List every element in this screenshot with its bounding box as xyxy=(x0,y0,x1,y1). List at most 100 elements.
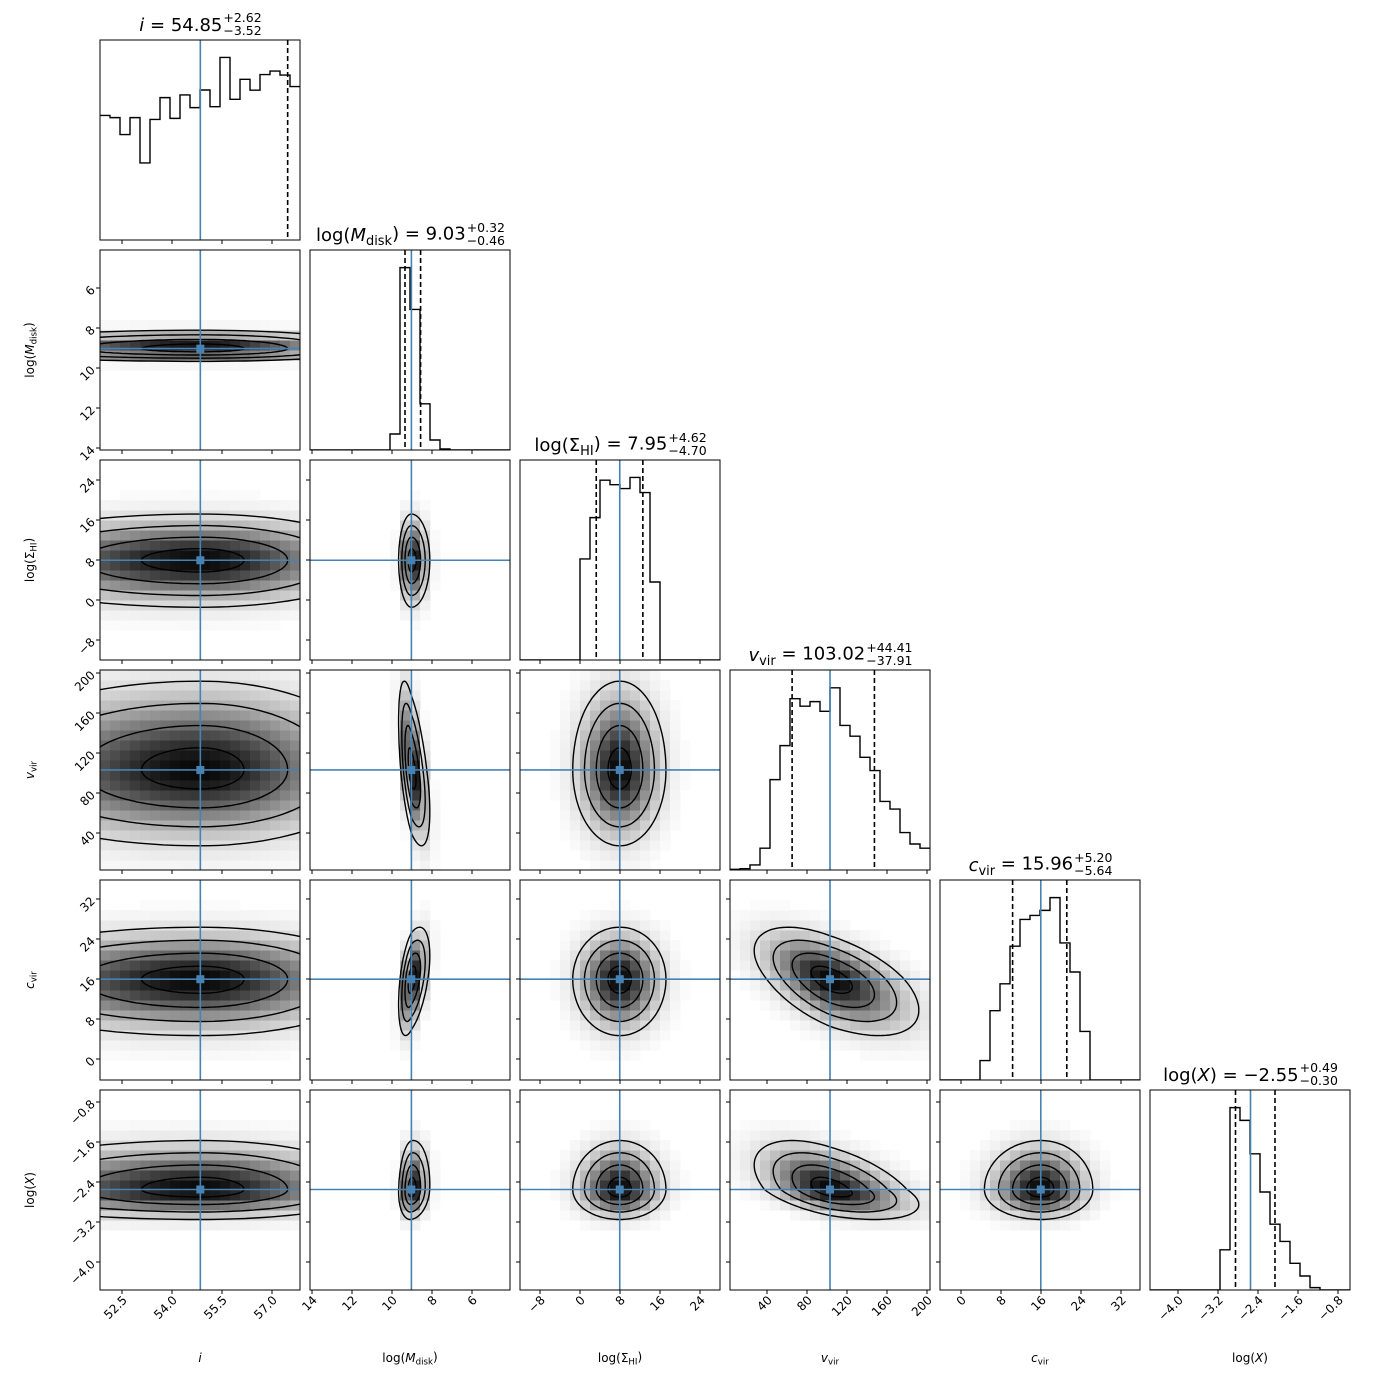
density-cell xyxy=(130,1170,141,1181)
density-cell xyxy=(250,570,261,581)
density-cell xyxy=(640,810,651,821)
density-cell xyxy=(900,1180,911,1191)
density-cell xyxy=(120,980,131,991)
density-cell xyxy=(220,760,231,771)
density-cell xyxy=(820,1170,831,1181)
density-cell xyxy=(410,590,421,601)
density-cell xyxy=(840,1160,851,1171)
density-cell xyxy=(390,990,401,1001)
label-segment: vir xyxy=(828,1358,840,1368)
density-cell xyxy=(830,1010,841,1021)
density-cell xyxy=(570,1190,581,1201)
density-cell xyxy=(580,820,591,831)
density-cell xyxy=(230,1170,241,1181)
density-cell xyxy=(240,820,251,831)
density-cell xyxy=(610,830,621,841)
density-cell xyxy=(780,1170,791,1181)
density-cell xyxy=(410,980,421,991)
density-cell xyxy=(180,1020,191,1031)
density-cell xyxy=(630,1130,641,1141)
density-cell xyxy=(420,580,431,591)
density-cell xyxy=(580,790,591,801)
title-lower-error: −0.30 xyxy=(1300,1073,1338,1088)
density-cell xyxy=(420,760,431,771)
density-cell xyxy=(760,970,771,981)
density-cell xyxy=(100,920,111,931)
label-segment: M xyxy=(405,1351,416,1365)
y-tick-label: 8 xyxy=(83,323,98,338)
density-cell xyxy=(290,710,300,721)
density-cell xyxy=(570,1140,581,1151)
density-cell xyxy=(220,560,231,571)
density-cell xyxy=(1080,1150,1091,1161)
density-cell xyxy=(630,1210,641,1221)
density-cell xyxy=(860,1020,871,1031)
density-cell xyxy=(620,760,631,771)
density-cell xyxy=(760,950,771,961)
density-cell xyxy=(420,830,431,841)
density-cell xyxy=(580,810,591,821)
density-cell xyxy=(290,920,300,931)
density-cell xyxy=(130,720,141,731)
density-cell xyxy=(230,970,241,981)
density-cell xyxy=(160,320,171,331)
density-cell xyxy=(140,930,151,941)
density-cell xyxy=(770,1190,781,1201)
density-cell xyxy=(590,730,601,741)
density-cell xyxy=(580,710,591,721)
density-cell xyxy=(200,1010,211,1021)
label-segment: log( xyxy=(1232,1351,1255,1365)
density-cell xyxy=(1030,1180,1041,1191)
density-cell xyxy=(740,960,751,971)
density-cell xyxy=(620,1150,631,1161)
density-cell xyxy=(230,1040,241,1051)
panel-frame xyxy=(939,879,1141,1081)
density-cell xyxy=(230,530,241,541)
panel-content xyxy=(940,1090,1140,1290)
density-cell xyxy=(600,950,611,961)
density-cell xyxy=(210,1140,221,1151)
density-cell xyxy=(220,670,231,681)
density-cell xyxy=(420,1190,431,1201)
density-cell xyxy=(180,580,191,591)
density-cell xyxy=(1040,1150,1051,1161)
density-cell xyxy=(220,1150,231,1161)
density-cell xyxy=(570,800,581,811)
density-cell xyxy=(120,690,131,701)
contour-line xyxy=(772,939,898,1023)
density-cell xyxy=(230,990,241,1001)
density-cell xyxy=(120,1010,131,1021)
density-cell xyxy=(270,1000,281,1011)
density-cell xyxy=(650,780,661,791)
density-cell xyxy=(650,1160,661,1171)
density-cell xyxy=(150,1140,161,1151)
label-segment: = 103.02 xyxy=(776,643,866,664)
density-cell xyxy=(650,1170,661,1181)
density-cell xyxy=(570,1020,581,1031)
density-cell xyxy=(600,1220,611,1231)
density-cell xyxy=(240,490,251,501)
panel-frame xyxy=(729,669,931,871)
density-cell xyxy=(390,560,401,571)
density-cell xyxy=(200,320,211,331)
contour-line xyxy=(100,513,300,609)
density-cell xyxy=(250,330,261,341)
label-segment: log(Σ xyxy=(23,552,37,583)
density-cell xyxy=(400,950,411,961)
density-cell xyxy=(130,1140,141,1151)
density-cell xyxy=(590,1180,601,1191)
density-cell xyxy=(830,940,841,951)
density-cell xyxy=(560,960,571,971)
density-cell xyxy=(170,1220,181,1231)
density-cell xyxy=(150,730,161,741)
density-cell xyxy=(160,1050,171,1061)
density-cell xyxy=(660,790,671,801)
density-cell xyxy=(420,710,431,721)
density-cell xyxy=(140,980,151,991)
density-cell xyxy=(290,1220,300,1231)
title-text: log(Mdisk) = 9.03 xyxy=(316,223,466,248)
density-cell xyxy=(120,770,131,781)
density-cell xyxy=(200,1190,211,1201)
truth-marker xyxy=(196,556,205,565)
density-cell xyxy=(200,670,211,681)
